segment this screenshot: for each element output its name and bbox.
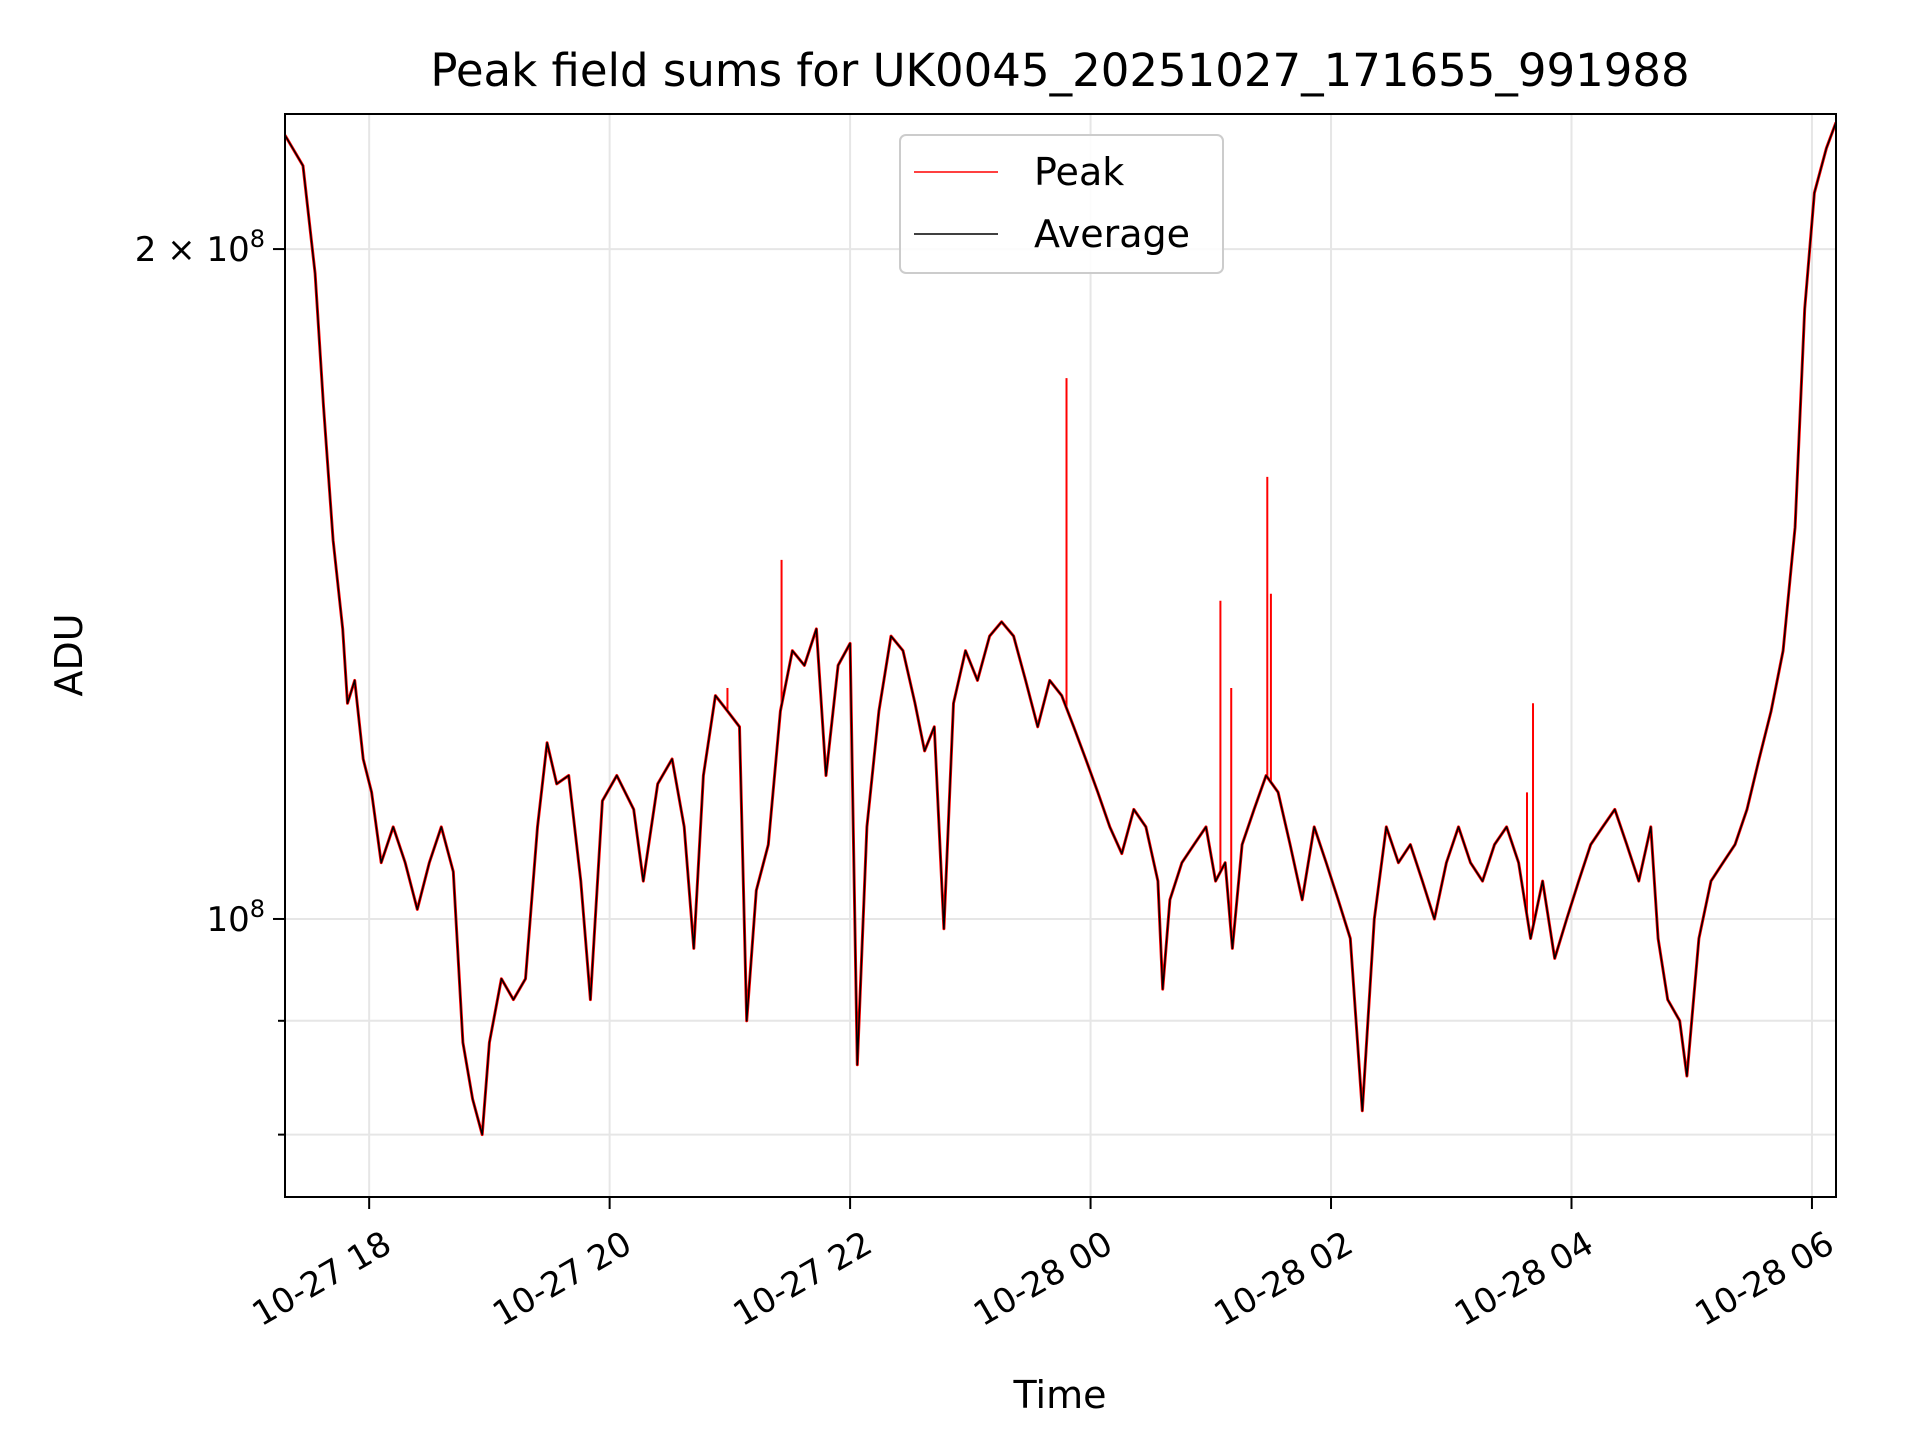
y-tick-base: 10	[206, 230, 249, 270]
y-tick-mantissa: 2	[135, 230, 157, 270]
y-axis-label: ADU	[47, 613, 91, 696]
legend: Peak Average	[899, 134, 1224, 274]
y-tick-label: 108	[206, 895, 265, 940]
average-series-line	[285, 122, 1836, 1136]
legend-box	[899, 134, 1224, 274]
y-tick-exponent: 8	[250, 895, 265, 923]
chart-title: Peak field sums for UK0045_20251027_1716…	[430, 44, 1689, 97]
y-tick-base: 10	[206, 900, 249, 940]
y-tick-label: 2 × 108	[135, 225, 265, 270]
y-tick-exponent: 8	[250, 225, 265, 253]
x-axis-label: Time	[1013, 1373, 1107, 1417]
legend-label-peak: Peak	[1034, 150, 1124, 194]
series-layer	[285, 121, 1836, 1137]
plot-frame	[284, 113, 1837, 1198]
y-tick-times: ×	[156, 230, 206, 270]
legend-label-average: Average	[1034, 212, 1190, 256]
